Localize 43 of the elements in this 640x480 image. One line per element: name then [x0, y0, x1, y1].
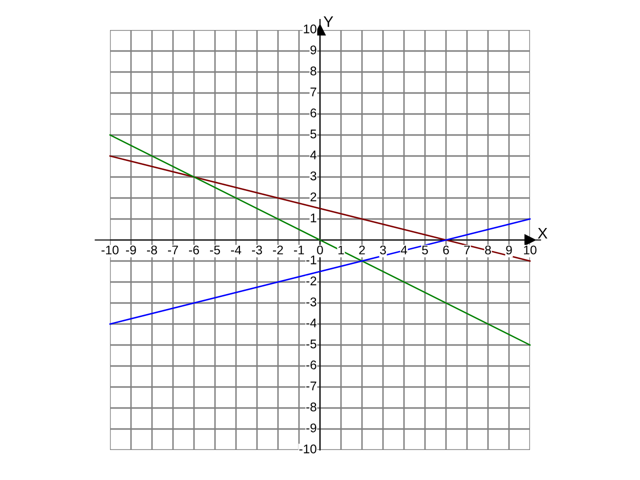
y-tick-label: -1 [306, 256, 316, 264]
y-tick-label: -3 [306, 298, 316, 306]
x-tick-label: 1 [338, 246, 344, 254]
x-tick-label: -2 [273, 246, 283, 254]
y-tick-label: -8 [306, 402, 316, 412]
x-tick-label: 0 [317, 246, 323, 254]
y-tick-label: 2 [310, 192, 316, 202]
y-tick-label: -4 [306, 318, 316, 328]
y-tick-label: 5 [310, 130, 316, 138]
y-tick-label: 1 [310, 214, 316, 222]
x-axis-title: X [538, 228, 548, 238]
x-tick-label: -1 [294, 246, 304, 254]
x-tick-label: -9 [126, 246, 136, 254]
x-tick-label: 9 [506, 246, 512, 254]
y-tick-label: 4 [310, 150, 316, 160]
y-tick-label: -7 [306, 382, 316, 390]
x-tick-label: -7 [168, 246, 178, 254]
x-tick-label: 10 [524, 246, 536, 254]
y-tick-label: -2 [306, 276, 316, 286]
y-tick-label: -10 [299, 444, 316, 454]
x-tick-label: 7 [464, 246, 470, 254]
y-tick-label: -6 [306, 360, 316, 370]
x-tick-label: 2 [359, 246, 365, 254]
x-tick-label: 4 [400, 246, 408, 254]
y-tick-label: -9 [306, 424, 316, 432]
x-tick-label: 3 [380, 246, 386, 254]
y-tick-label: 6 [310, 108, 316, 118]
x-tick-label: 8 [485, 246, 491, 254]
x-tick-label: 6 [443, 246, 449, 254]
y-tick-label: 9 [310, 46, 316, 54]
y-tick-label: 7 [310, 88, 316, 96]
y-tick-label: -5 [306, 340, 316, 348]
x-tick-label: 5 [422, 246, 428, 254]
x-tick-label: -6 [189, 246, 200, 254]
x-tick-label: -4 [231, 246, 242, 254]
y-tick-label: 8 [310, 66, 316, 76]
x-tick-label: -10 [102, 246, 119, 254]
y-axis-title: Y [324, 16, 334, 27]
x-tick-label: -8 [147, 246, 158, 254]
y-tick-label: 3 [310, 172, 316, 180]
x-tick-label: -5 [210, 246, 220, 254]
x-tick-label: -3 [252, 246, 262, 254]
y-tick-label: 10 [304, 24, 316, 34]
